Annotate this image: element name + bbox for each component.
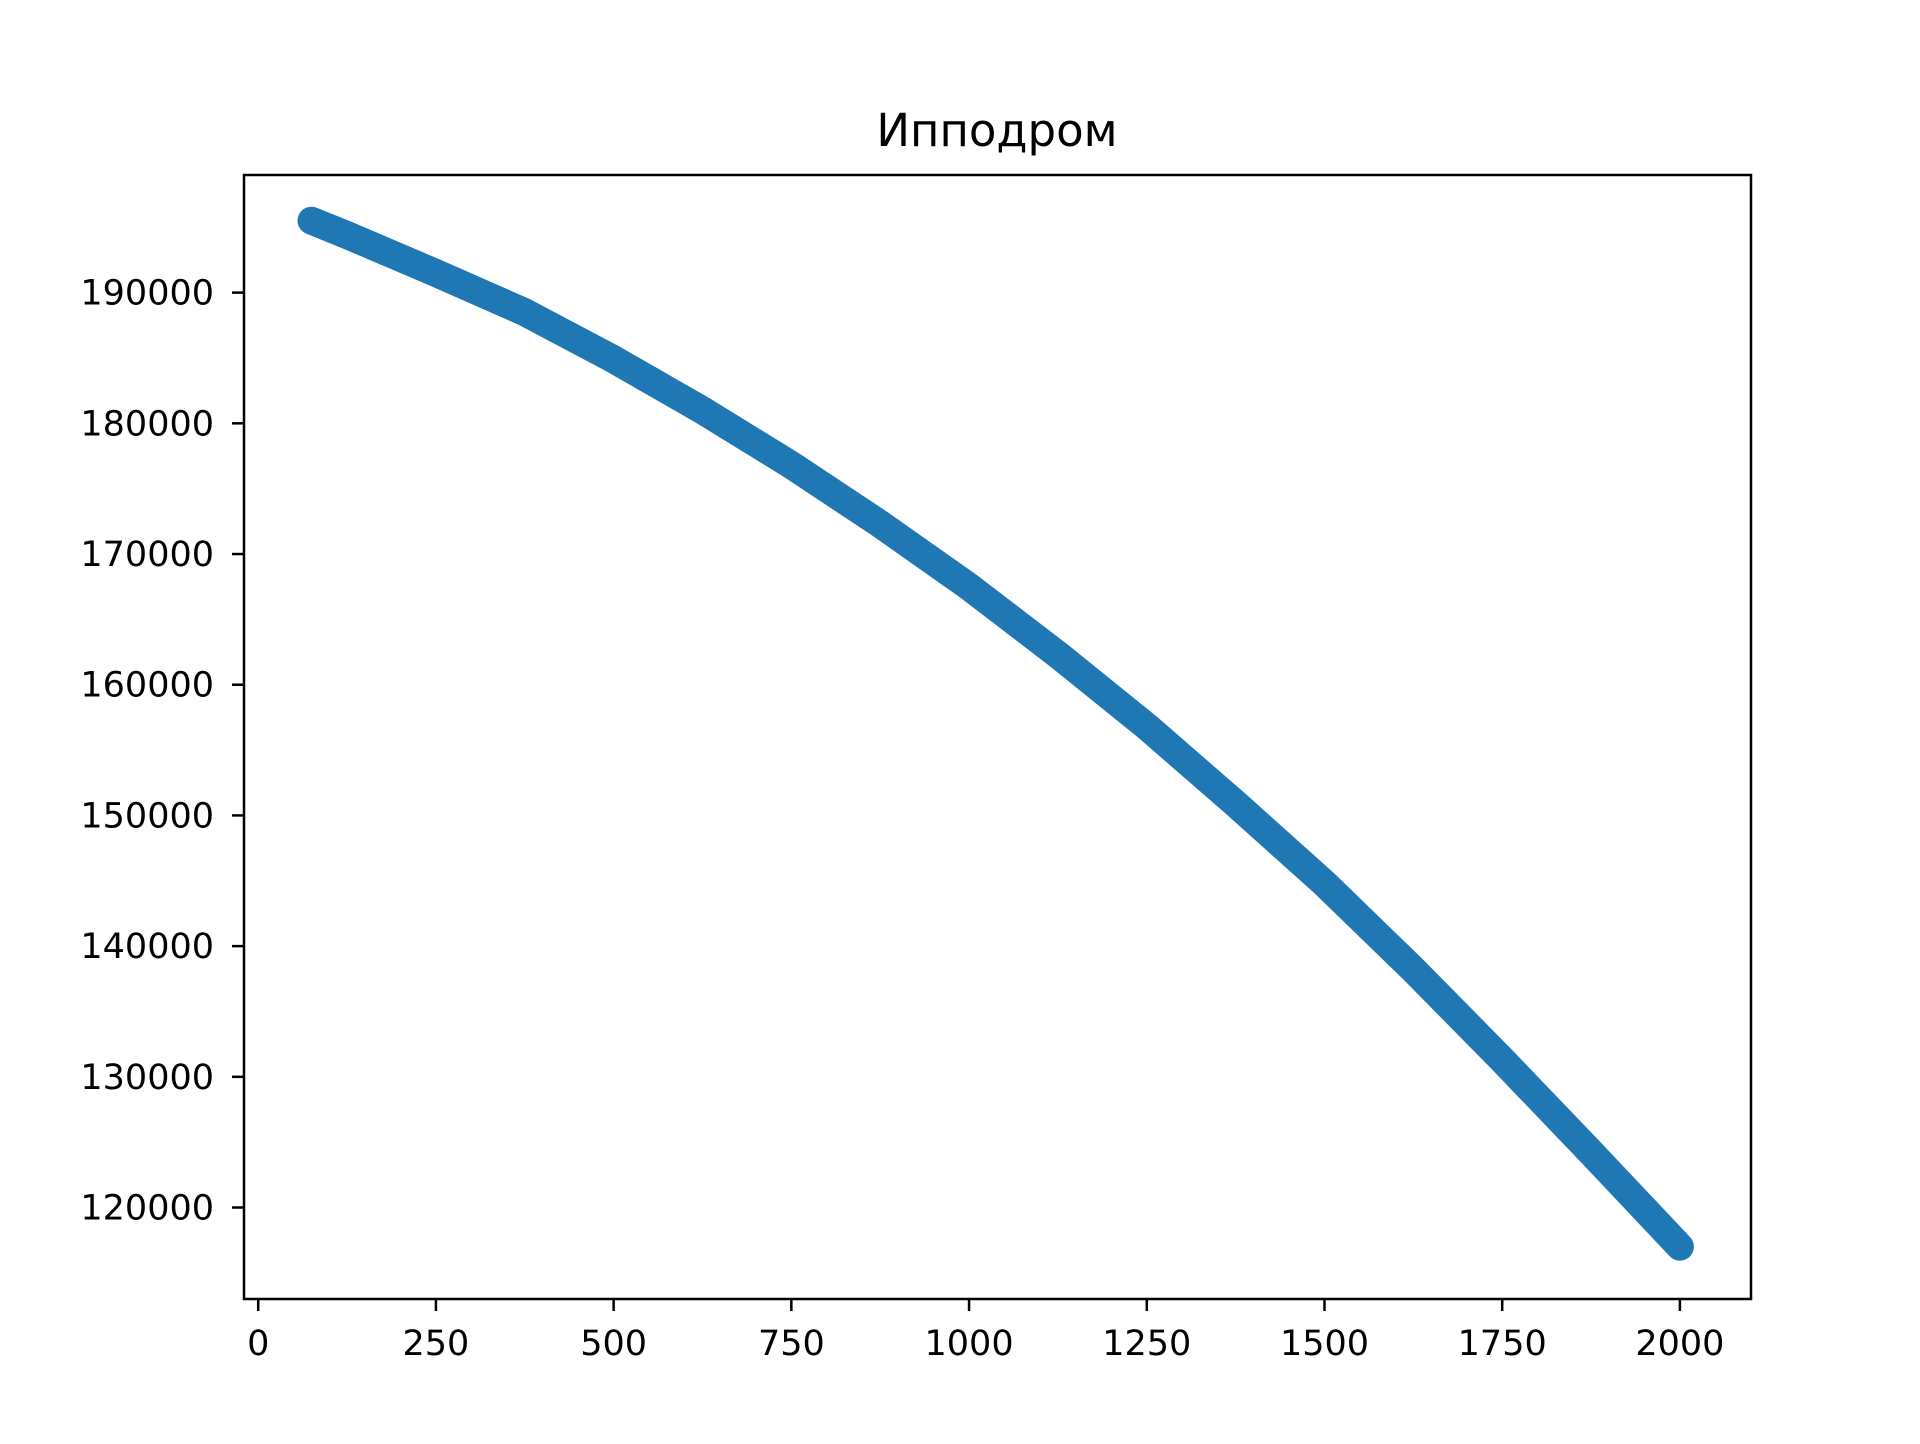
- y-tick-label: 150000: [80, 796, 214, 836]
- axes-frame: [242, 173, 1753, 1301]
- y-tick-label: 190000: [80, 274, 214, 314]
- y-tick-label: 140000: [80, 927, 214, 967]
- x-tick-label: 1250: [1102, 1324, 1191, 1364]
- series-line-0: [297, 206, 1694, 1261]
- y-axis: 120000 130000 140000 150000 160000 170000 1800…: [80, 274, 244, 1229]
- y-tick-label: 180000: [80, 404, 214, 444]
- x-tick-label: 500: [580, 1324, 647, 1364]
- y-tick-label: 120000: [80, 1189, 214, 1229]
- x-tick-label: 1500: [1280, 1324, 1369, 1364]
- x-tick-label: 1000: [925, 1324, 1014, 1364]
- y-tick-label: 160000: [80, 666, 214, 706]
- plot-area: [297, 206, 1694, 1261]
- x-axis: 0 250 500 750 1000 1250 1500 1750 2000: [247, 1299, 1724, 1364]
- chart-title: Ипподром: [876, 104, 1117, 157]
- y-tick-label: 130000: [80, 1058, 214, 1098]
- x-tick-label: 250: [403, 1324, 470, 1364]
- x-tick-label: 0: [247, 1324, 269, 1364]
- y-tick-label: 170000: [80, 535, 214, 575]
- x-tick-label: 2000: [1635, 1324, 1724, 1364]
- x-tick-label: 1750: [1458, 1324, 1547, 1364]
- x-tick-label: 750: [758, 1324, 825, 1364]
